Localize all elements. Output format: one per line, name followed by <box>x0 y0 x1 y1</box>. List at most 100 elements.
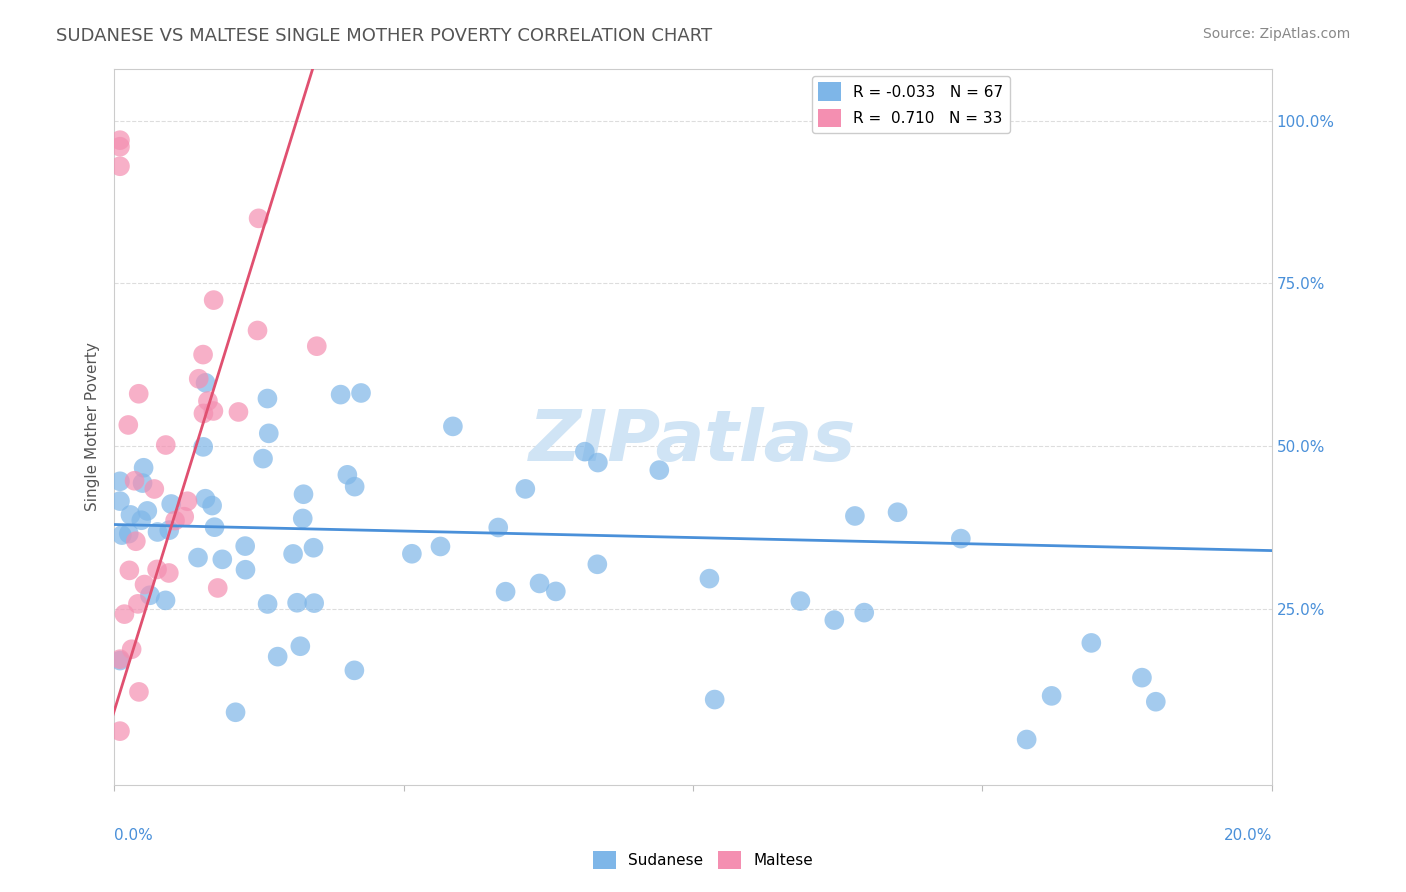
Point <box>207 581 229 595</box>
Point <box>703 692 725 706</box>
Point <box>118 563 141 577</box>
Point <box>108 133 131 147</box>
Point <box>247 211 270 226</box>
Point <box>124 474 146 488</box>
Point <box>586 456 609 470</box>
Point <box>235 563 257 577</box>
Point <box>193 440 215 454</box>
Text: 0.0%: 0.0% <box>114 828 153 843</box>
Text: Source: ZipAtlas.com: Source: ZipAtlas.com <box>1202 27 1350 41</box>
Point <box>187 550 209 565</box>
Point <box>302 541 325 555</box>
Point <box>157 523 180 537</box>
Point <box>305 339 328 353</box>
Point <box>160 497 183 511</box>
Point <box>252 451 274 466</box>
Point <box>143 482 166 496</box>
Point <box>949 532 972 546</box>
Point <box>191 348 214 362</box>
Point <box>233 539 256 553</box>
Point <box>228 405 250 419</box>
Y-axis label: Single Mother Poverty: Single Mother Poverty <box>86 343 100 511</box>
Legend: Sudanese, Maltese: Sudanese, Maltese <box>586 845 820 875</box>
Point <box>128 685 150 699</box>
Point <box>121 642 143 657</box>
Point <box>343 664 366 678</box>
Point <box>281 547 304 561</box>
Point <box>648 463 671 477</box>
Legend: R = -0.033   N = 67, R =  0.710   N = 33: R = -0.033 N = 67, R = 0.710 N = 33 <box>813 76 1010 133</box>
Point <box>495 584 517 599</box>
Point <box>515 482 537 496</box>
Point <box>193 406 215 420</box>
Point <box>441 419 464 434</box>
Point <box>225 706 247 720</box>
Point <box>256 597 278 611</box>
Point <box>165 514 187 528</box>
Point <box>429 540 451 554</box>
Point <box>146 524 169 539</box>
Point <box>1144 695 1167 709</box>
Point <box>131 513 153 527</box>
Point <box>211 552 233 566</box>
Point <box>194 376 217 390</box>
Point <box>125 534 148 549</box>
Point <box>266 649 288 664</box>
Point <box>176 494 198 508</box>
Point <box>155 593 177 607</box>
Point <box>118 526 141 541</box>
Point <box>127 597 149 611</box>
Point <box>108 652 131 666</box>
Point <box>117 417 139 432</box>
Point <box>401 547 423 561</box>
Point <box>132 460 155 475</box>
Point <box>155 438 177 452</box>
Point <box>586 558 609 572</box>
Point <box>529 576 551 591</box>
Point <box>108 654 131 668</box>
Point <box>1080 636 1102 650</box>
Point <box>108 475 131 489</box>
Point <box>256 392 278 406</box>
Point <box>187 372 209 386</box>
Point <box>202 293 225 307</box>
Point <box>204 520 226 534</box>
Point <box>246 323 269 337</box>
Point <box>789 594 811 608</box>
Point <box>108 724 131 739</box>
Point <box>1015 732 1038 747</box>
Point <box>1040 689 1063 703</box>
Point <box>114 607 136 621</box>
Point <box>285 596 308 610</box>
Point <box>173 509 195 524</box>
Point <box>120 508 142 522</box>
Point <box>108 139 131 153</box>
Text: SUDANESE VS MALTESE SINGLE MOTHER POVERTY CORRELATION CHART: SUDANESE VS MALTESE SINGLE MOTHER POVERT… <box>56 27 713 45</box>
Point <box>202 404 225 418</box>
Point <box>574 444 596 458</box>
Point <box>290 639 312 653</box>
Text: ZIPatlas: ZIPatlas <box>529 407 856 475</box>
Point <box>257 426 280 441</box>
Point <box>823 613 845 627</box>
Point <box>302 596 325 610</box>
Point <box>194 491 217 506</box>
Point <box>108 159 131 173</box>
Point <box>329 387 352 401</box>
Point <box>350 386 373 401</box>
Point <box>1130 671 1153 685</box>
Point <box>201 499 224 513</box>
Point <box>343 480 366 494</box>
Point <box>886 505 908 519</box>
Point <box>292 487 315 501</box>
Point <box>853 606 876 620</box>
Point <box>157 566 180 580</box>
Point <box>108 494 131 508</box>
Point <box>197 394 219 409</box>
Point <box>139 588 162 602</box>
Point <box>131 476 153 491</box>
Point <box>111 528 134 542</box>
Point <box>128 386 150 401</box>
Text: 20.0%: 20.0% <box>1223 828 1272 843</box>
Point <box>134 577 156 591</box>
